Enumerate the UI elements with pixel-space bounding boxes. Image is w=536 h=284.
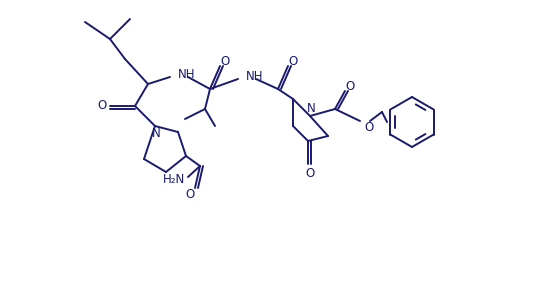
Text: N: N <box>152 126 160 139</box>
Text: N: N <box>307 101 315 114</box>
Text: O: O <box>220 55 229 68</box>
Text: O: O <box>364 120 373 133</box>
Text: H₂N: H₂N <box>163 172 185 185</box>
Text: O: O <box>288 55 297 68</box>
Text: NH: NH <box>246 70 264 82</box>
Text: NH: NH <box>178 68 196 80</box>
Text: O: O <box>345 80 355 93</box>
Text: O: O <box>185 189 195 202</box>
Text: O: O <box>98 99 107 112</box>
Text: O: O <box>306 166 315 179</box>
